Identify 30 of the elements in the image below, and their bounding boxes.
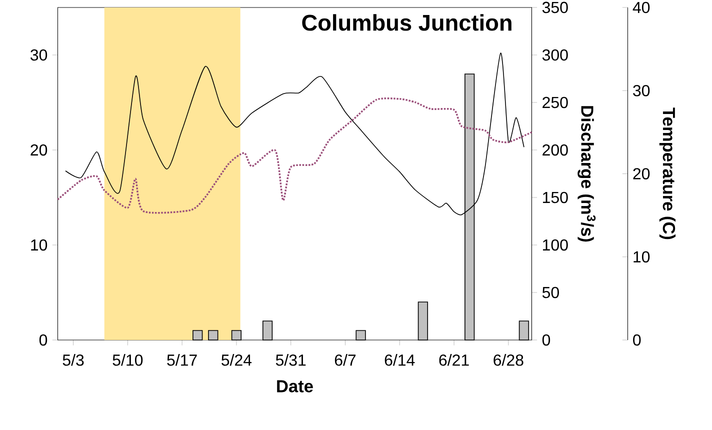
x-tick-label: 5/24 bbox=[222, 354, 252, 366]
y2-tick-label: 200 bbox=[542, 144, 568, 156]
y2-axis-title: Discharge (m$^{3}$/s) bbox=[578, 106, 596, 242]
y2-tick-label: 50 bbox=[542, 286, 559, 298]
y-tick-label: 0 bbox=[39, 334, 48, 346]
x-tick-label: 5/10 bbox=[112, 354, 143, 366]
y3-tick-label: 30 bbox=[633, 84, 650, 96]
y2-tick-label: 0 bbox=[542, 334, 550, 346]
y2-tick-label: 300 bbox=[542, 49, 568, 61]
y-tick-label: 30 bbox=[30, 49, 48, 61]
chart-title: Columbus Junction bbox=[302, 14, 512, 31]
y2-tick-label: 100 bbox=[542, 239, 568, 251]
y3-axis-title: Temperature (C) bbox=[659, 108, 676, 240]
y-tick-label: 20 bbox=[30, 144, 48, 156]
x-tick-label: 5/3 bbox=[62, 354, 84, 366]
y2-tick-label: 150 bbox=[542, 192, 568, 204]
y2-tick-label: 350 bbox=[542, 2, 568, 14]
y3-tick-label: 10 bbox=[634, 251, 650, 263]
x-tick-label: 6/21 bbox=[439, 354, 469, 366]
y3-tick-label: 40 bbox=[632, 2, 650, 14]
x-axis-title: Date bbox=[277, 380, 313, 392]
y2-tick-label: 250 bbox=[542, 96, 568, 108]
x-tick-label: 5/31 bbox=[276, 354, 306, 366]
x-tick-label: 6/7 bbox=[334, 354, 356, 366]
y3-tick-label: 20 bbox=[633, 168, 650, 180]
x-tick-label: 5/17 bbox=[167, 354, 197, 366]
y-tick-label: 10 bbox=[31, 239, 48, 251]
x-tick-label: 6/28 bbox=[494, 354, 524, 366]
y3-tick-label: 0 bbox=[633, 334, 641, 346]
x-tick-label: 6/14 bbox=[384, 354, 415, 366]
